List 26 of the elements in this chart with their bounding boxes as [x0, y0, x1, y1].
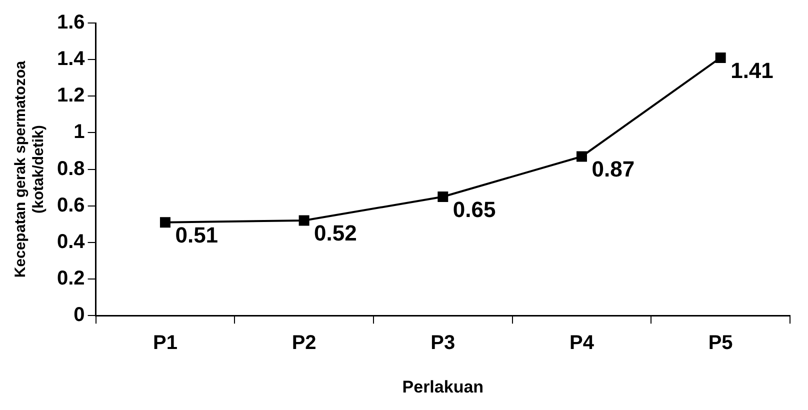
y-tick-label: 1.2 — [56, 84, 85, 107]
y-tick-label: 1.6 — [56, 12, 85, 34]
x-tick-label: P4 — [570, 332, 595, 354]
x-tick-label: P2 — [292, 332, 316, 354]
data-label: 1.41 — [730, 58, 774, 83]
point — [576, 151, 587, 162]
y-axis-title: Kecepatan gerak spermatozoa (kotak/detik) — [12, 60, 48, 278]
point — [160, 217, 170, 228]
point — [715, 52, 726, 63]
data-label: 0.87 — [592, 156, 635, 182]
x-tick-label: P3 — [430, 332, 456, 354]
y-tick-label: 0.4 — [56, 230, 86, 253]
x-tick-label: P1 — [152, 332, 178, 354]
data-label: 0.52 — [314, 220, 357, 246]
y-tick-label: 0.8 — [56, 158, 85, 180]
point — [298, 215, 310, 226]
data-label: 0.65 — [452, 196, 496, 222]
x-axis-title: Perlakuan — [402, 377, 484, 396]
x-tick-label: P5 — [708, 332, 733, 354]
y-tick-label: 1 — [74, 121, 85, 144]
point — [438, 191, 448, 202]
y-tick-label: 0 — [74, 304, 85, 326]
y-tick-label: 0.2 — [56, 268, 85, 290]
data-label: 0.51 — [175, 222, 218, 248]
y-tick-label: 0.6 — [56, 194, 85, 216]
y-tick-label: 1.4 — [56, 48, 86, 70]
